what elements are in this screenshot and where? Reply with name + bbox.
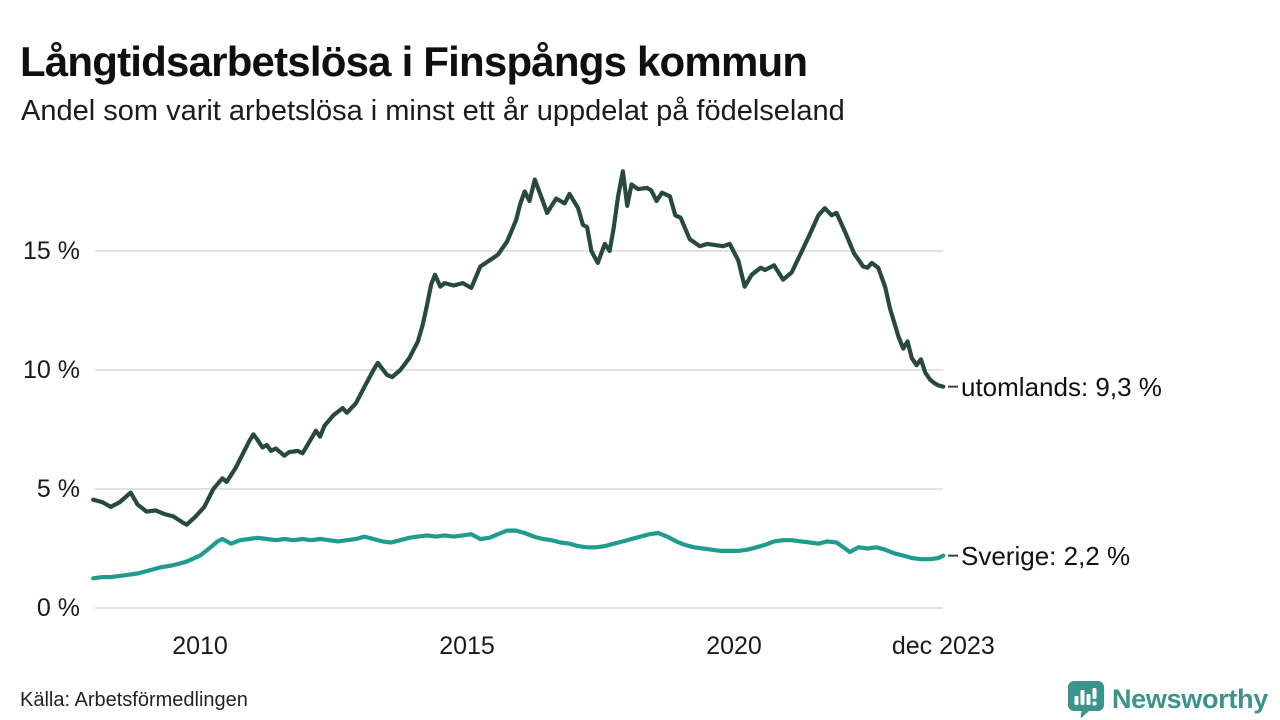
- y-axis-tick: 5 %: [36, 475, 80, 503]
- page-title: Långtidsarbetslösa i Finspångs kommun: [20, 38, 808, 86]
- y-axis-tick: 0 %: [36, 594, 80, 622]
- source-note: Källa: Arbetsförmedlingen: [20, 689, 248, 711]
- y-axis-tick: 10 %: [23, 356, 80, 384]
- y-axis-tick: 15 %: [23, 237, 80, 265]
- series-end-label: utomlands: 9,3 %: [961, 371, 1162, 402]
- x-axis-tick: 2015: [439, 632, 495, 660]
- x-axis-tick: dec 2023: [891, 632, 995, 660]
- x-axis-tick: 2020: [706, 632, 762, 660]
- x-axis-tick: 2010: [172, 632, 228, 660]
- series-end-label: Sverige: 2,2 %: [961, 540, 1131, 571]
- newsworthy-wordmark: Newsworthy: [1111, 683, 1268, 714]
- newsworthy-logo: Newsworthy: [1067, 680, 1268, 718]
- chart-subtitle: Andel som varit arbetslösa i minst ett å…: [21, 95, 845, 127]
- newsworthy-logo-icon: [1067, 681, 1104, 718]
